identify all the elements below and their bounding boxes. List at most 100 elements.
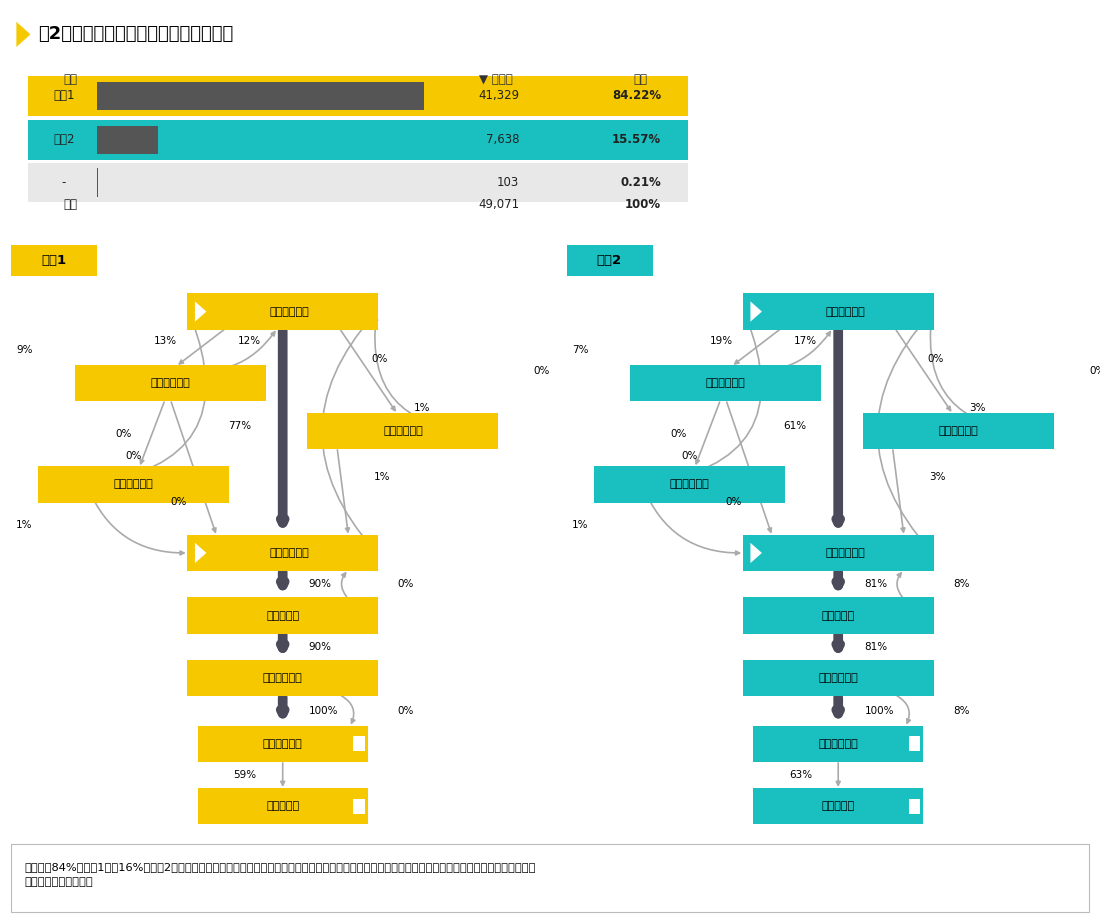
FancyBboxPatch shape (862, 413, 1054, 449)
Bar (28, 120, 688, 160)
Text: 取引の顂84%が工場1、硌16%が工場2で発注されていることが分かります。フローの構成割合が若干異なるものの、どちらの工場もフローチャートの形が同
じことが分か: 取引の顂84%が工場1、硌16%が工場2で発注されていることが分かります。フロー… (24, 862, 536, 887)
FancyBboxPatch shape (187, 293, 378, 330)
Text: 0%: 0% (116, 429, 132, 438)
Bar (97, 82, 424, 110)
Bar (909, 736, 921, 751)
Bar (909, 799, 921, 814)
FancyBboxPatch shape (630, 365, 822, 402)
Text: 100%: 100% (625, 198, 661, 211)
Text: 工場1: 工場1 (42, 254, 66, 267)
Text: 0%: 0% (170, 497, 187, 507)
Polygon shape (750, 543, 762, 563)
Text: 請求書の転記: 請求書の転記 (263, 673, 302, 683)
Text: 0%: 0% (398, 580, 414, 590)
Bar (353, 736, 365, 751)
Polygon shape (16, 22, 31, 47)
Text: 支払の転記: 支払の転記 (266, 801, 299, 812)
FancyBboxPatch shape (187, 660, 378, 696)
Text: 工場1: 工場1 (53, 89, 75, 103)
Text: 注文書の変更: 注文書の変更 (938, 425, 978, 436)
Text: 0%: 0% (927, 354, 944, 364)
Bar (97, 126, 157, 154)
Text: 注文書の却下: 注文書の却下 (670, 480, 710, 490)
Text: 注文書の承認: 注文書の承認 (151, 378, 190, 388)
Text: 割合: 割合 (634, 73, 648, 86)
Text: 請求書の受領: 請求書の受領 (270, 548, 309, 558)
Text: 請求書の支払: 請求書の支払 (818, 739, 858, 748)
Text: 注文書の変更: 注文書の変更 (383, 425, 422, 436)
Bar (353, 799, 365, 814)
Text: 合計: 合計 (64, 198, 78, 211)
Text: 注文書の作成: 注文書の作成 (270, 306, 309, 316)
FancyBboxPatch shape (742, 660, 934, 696)
Text: 41,329: 41,329 (478, 89, 519, 103)
FancyBboxPatch shape (11, 844, 1089, 912)
Text: 9%: 9% (16, 346, 33, 355)
FancyBboxPatch shape (11, 245, 97, 276)
Text: 61%: 61% (783, 421, 807, 431)
Text: 0%: 0% (534, 366, 550, 376)
Text: 49,071: 49,071 (478, 198, 519, 211)
Text: 工場2: 工場2 (53, 133, 75, 147)
Text: 100%: 100% (309, 706, 339, 716)
Text: 84.22%: 84.22% (612, 89, 661, 103)
Text: 1%: 1% (16, 520, 33, 530)
FancyBboxPatch shape (187, 597, 378, 634)
Text: -: - (62, 176, 66, 189)
Text: 77%: 77% (228, 421, 251, 431)
Text: 注文書の却下: 注文書の却下 (114, 480, 154, 490)
Text: 注文書の承認: 注文書の承認 (706, 378, 746, 388)
FancyBboxPatch shape (39, 466, 230, 503)
Text: 90%: 90% (309, 580, 332, 590)
Text: 0%: 0% (726, 497, 742, 507)
Text: 1%: 1% (572, 520, 588, 530)
FancyBboxPatch shape (198, 725, 367, 762)
FancyBboxPatch shape (75, 365, 266, 402)
Bar (28, 162, 688, 203)
Text: 工場2: 工場2 (597, 254, 622, 267)
Text: 0%: 0% (398, 706, 414, 716)
Text: 0.21%: 0.21% (620, 176, 661, 189)
Text: 0%: 0% (681, 451, 697, 461)
Text: 12%: 12% (239, 337, 262, 347)
Polygon shape (750, 302, 762, 322)
FancyBboxPatch shape (566, 245, 652, 276)
Text: 1%: 1% (414, 403, 430, 414)
Text: 59%: 59% (233, 770, 256, 780)
Text: 0%: 0% (125, 451, 142, 461)
Text: 0%: 0% (671, 429, 688, 438)
Text: 請求書の転記: 請求書の転記 (818, 673, 858, 683)
FancyBboxPatch shape (742, 597, 934, 634)
FancyBboxPatch shape (187, 535, 378, 571)
Bar (28, 76, 688, 116)
Text: 19%: 19% (710, 337, 733, 347)
Text: 0%: 0% (1089, 366, 1100, 376)
Text: 工場: 工場 (64, 73, 78, 86)
Polygon shape (195, 302, 207, 322)
Text: 支払の転記: 支払の転記 (822, 801, 855, 812)
Text: 請求書の受領: 請求書の受領 (825, 548, 865, 558)
Text: 103: 103 (497, 176, 519, 189)
FancyBboxPatch shape (742, 535, 934, 571)
Text: 17%: 17% (794, 337, 817, 347)
FancyBboxPatch shape (742, 293, 934, 330)
Text: 8%: 8% (953, 706, 970, 716)
Text: 図2　工場ごとのフローチャートの比較: 図2 工場ごとのフローチャートの比較 (37, 26, 233, 43)
Text: 7,638: 7,638 (486, 133, 519, 147)
Text: 3%: 3% (930, 472, 946, 482)
FancyBboxPatch shape (307, 413, 498, 449)
Text: 注文書の作成: 注文書の作成 (825, 306, 865, 316)
FancyBboxPatch shape (198, 788, 367, 824)
FancyBboxPatch shape (754, 788, 923, 824)
Text: ▼ 発注額: ▼ 発注額 (478, 73, 513, 86)
Text: 13%: 13% (154, 337, 177, 347)
FancyBboxPatch shape (594, 466, 785, 503)
Text: 1%: 1% (374, 472, 390, 482)
Text: 物品の検収: 物品の検収 (266, 611, 299, 621)
Text: 81%: 81% (865, 642, 888, 652)
Text: 3%: 3% (969, 403, 986, 414)
Text: 7%: 7% (572, 346, 588, 355)
Text: 100%: 100% (865, 706, 894, 716)
Polygon shape (195, 543, 207, 563)
Text: 8%: 8% (953, 580, 970, 590)
